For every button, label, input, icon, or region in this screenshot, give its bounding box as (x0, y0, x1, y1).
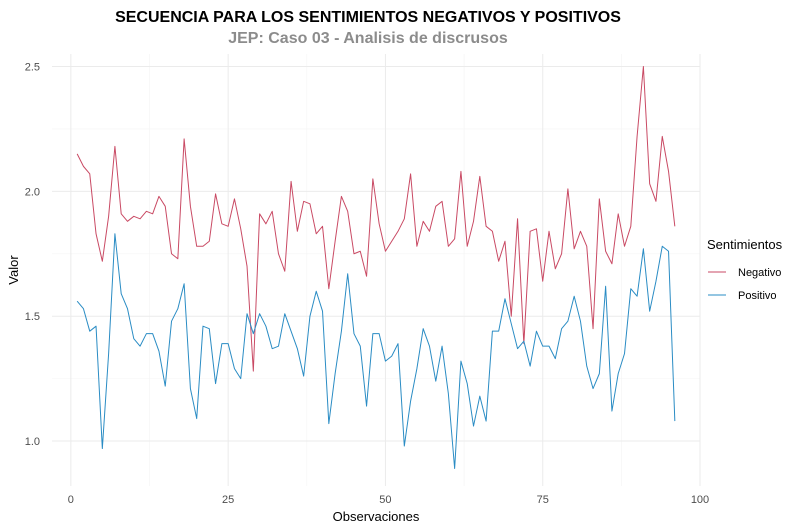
x-axis-ticks: 0 25 50 75 100 (68, 494, 709, 506)
legend-label-negativo: Negativo (738, 267, 781, 279)
y-tick-label: 1.0 (25, 436, 40, 448)
x-axis-title: Observaciones (333, 509, 420, 524)
legend-label-positivo: Positivo (738, 290, 777, 302)
grid (52, 54, 701, 486)
y-axis-title: Valor (6, 255, 21, 285)
x-tick-label: 25 (222, 494, 234, 506)
series-line-negativo (76, 65, 676, 372)
y-tick-label: 2.0 (25, 186, 40, 198)
legend-title: Sentimientos (707, 237, 783, 252)
x-tick-label: 75 (537, 494, 549, 506)
chart-subtitle: JEP: Caso 03 - Analisis de discrusos (228, 30, 508, 47)
legend: Sentimientos Negativo Positivo (707, 237, 783, 302)
x-tick-label: 0 (68, 494, 74, 506)
y-axis-ticks: 1.0 1.5 2.0 2.5 (25, 61, 40, 448)
x-tick-label: 100 (691, 494, 709, 506)
chart-title: SECUENCIA PARA LOS SENTIMIENTOS NEGATIVO… (115, 9, 621, 26)
y-tick-label: 2.5 (25, 61, 40, 73)
series-layer (76, 65, 676, 470)
x-tick-label: 50 (379, 494, 391, 506)
y-tick-label: 1.5 (25, 311, 40, 323)
series-line-positivo (76, 233, 676, 470)
